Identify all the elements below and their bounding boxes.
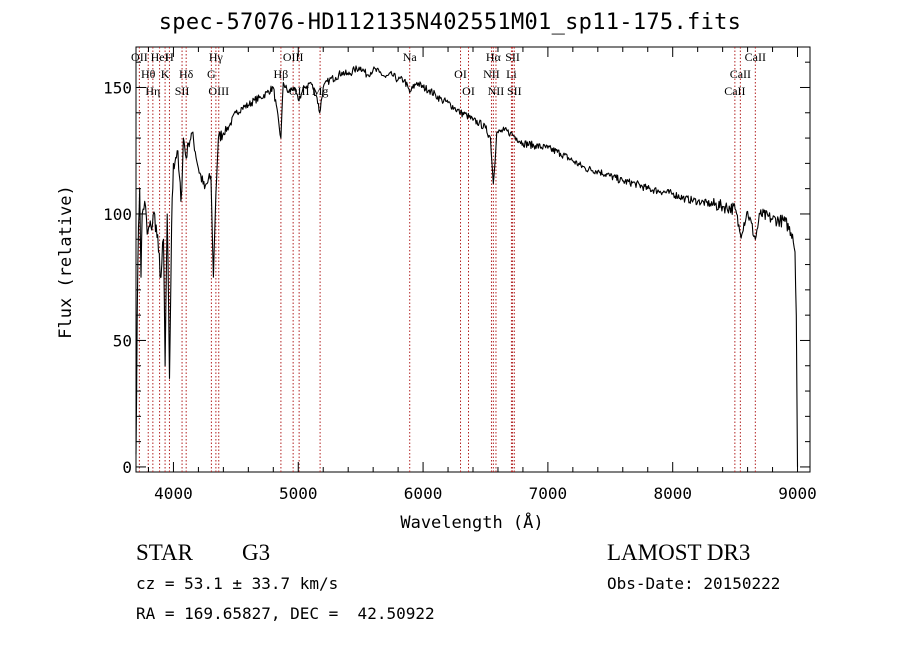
y-tick-label: 150: [103, 78, 132, 97]
redshift-velocity: cz = 53.1 ± 33.7 km/s: [136, 574, 339, 593]
x-tick-label: 8000: [653, 484, 692, 503]
spectral-line-labels: OIIHθHηHeIKSIIHHδOIIIHγGOIIIOIIIHβMgNaOI…: [131, 50, 766, 98]
coordinates: RA = 169.65827, DEC = 42.50922: [136, 604, 435, 623]
line-label: SII: [505, 50, 520, 64]
y-tick-label: 50: [113, 331, 132, 350]
line-label: OIII: [208, 84, 229, 98]
line-label: Hα: [486, 50, 502, 64]
x-axis-ticks: 4000 5000 6000 7000 8000 9000: [147, 47, 817, 503]
y-tick-label: 100: [103, 205, 132, 224]
x-tick-label: 9000: [778, 484, 817, 503]
line-label: CaII: [724, 84, 745, 98]
y-axis-ticks: 0 50 100 150: [103, 61, 810, 477]
object-type: STAR: [136, 540, 193, 565]
line-label: K: [161, 67, 170, 81]
line-label: Mg: [312, 84, 329, 98]
line-label: Hδ: [179, 67, 194, 81]
line-label: G: [207, 67, 216, 81]
line-label: H: [165, 50, 174, 64]
x-axis-label: Wavelength (Å): [400, 511, 543, 533]
observation-date: Obs-Date: 20150222: [607, 574, 781, 593]
line-label: Hη: [145, 84, 160, 98]
line-label: SII: [507, 84, 522, 98]
x-tick-label: 6000: [404, 484, 443, 503]
x-tick-label: 4000: [154, 484, 193, 503]
line-label: Hγ: [209, 50, 224, 64]
line-label: CaII: [730, 67, 751, 81]
y-tick-label: 0: [122, 458, 132, 477]
line-label: Hβ: [274, 67, 289, 81]
chart-title: spec-57076-HD112135N402551M01_sp11-175.f…: [158, 10, 742, 35]
line-label: NII: [488, 84, 505, 98]
line-label: NII: [483, 67, 500, 81]
x-tick-label: 5000: [279, 484, 318, 503]
line-label: Hθ: [141, 67, 156, 81]
spectral-line-markers: [138, 47, 756, 472]
line-label: HeI: [151, 50, 169, 64]
line-label: OII: [131, 50, 148, 64]
line-label: Na: [403, 50, 418, 64]
line-label: SII: [175, 84, 190, 98]
x-tick-label: 7000: [529, 484, 568, 503]
line-label: OI: [462, 84, 475, 98]
line-label: CaII: [745, 50, 766, 64]
line-label: Li: [506, 67, 517, 81]
y-axis-label: Flux (relative): [56, 185, 76, 339]
spectrum-line: [135, 65, 799, 467]
spectral-subclass: G3: [242, 540, 271, 565]
survey-name: LAMOST DR3: [607, 540, 751, 565]
line-label: OI: [454, 67, 467, 81]
line-label: OIII: [283, 50, 304, 64]
